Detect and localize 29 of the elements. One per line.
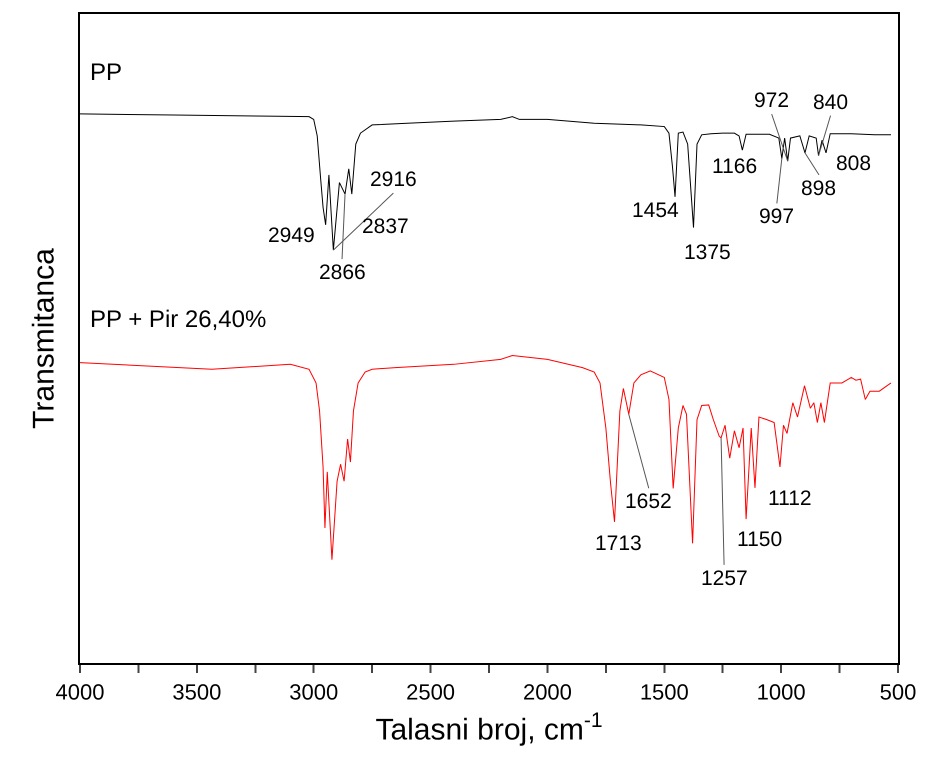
annotation: 972 [754,89,790,112]
annotation: 1112 [768,487,812,510]
y-axis-title: Transmitanca [28,248,60,429]
annotation: 1150 [737,528,782,551]
annotation: 808 [836,152,872,175]
annotation: 1375 [684,241,731,264]
annotation: 840 [813,91,848,114]
annotation: 997 [759,205,794,228]
x-tick-label: 1500 [640,679,689,704]
annotation: 1166 [712,155,758,178]
annotation: 1257 [701,567,748,590]
x-tick-label: 500 [880,679,916,704]
x-tick-label: 4000 [56,679,104,704]
x-axis-title: Talasni broj, cm$^{-1}$ [375,708,603,746]
x-tick-label: 3000 [289,679,338,704]
series-label: PP + Pir 26,40% [90,306,266,333]
annotation: 1454 [632,199,680,222]
series-label: PP [90,59,122,86]
annotation: 2837 [362,215,409,238]
x-tick-label: 3500 [172,679,222,704]
annotation: 2949 [268,224,315,247]
annotation: 2916 [370,168,417,191]
x-tick-label: 2500 [406,679,456,704]
annotation: 898 [801,177,836,200]
annotation: 1713 [595,532,642,555]
annotation: 2866 [319,261,366,284]
annotation: 1652 [625,490,672,513]
x-tick-label: 1000 [756,679,806,704]
x-tick-label: 2000 [522,679,572,704]
